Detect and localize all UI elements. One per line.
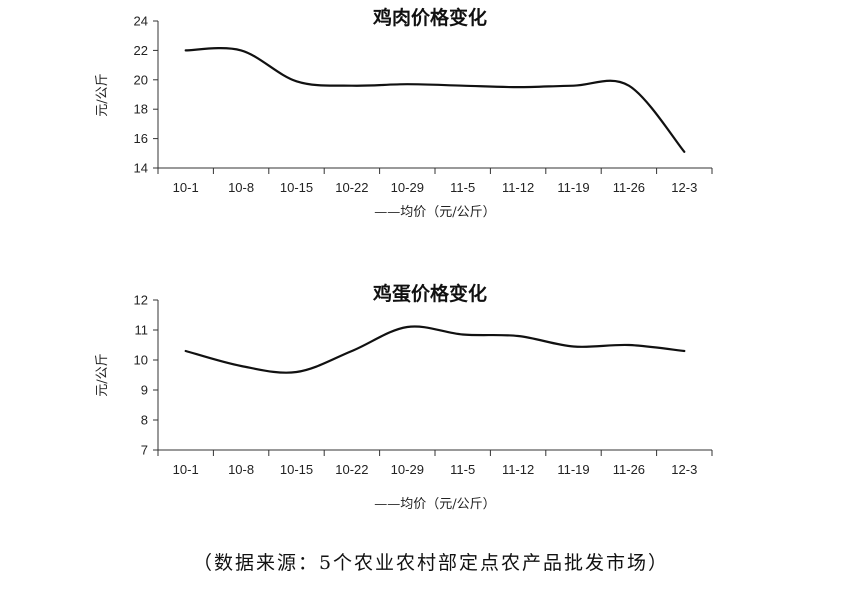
- x-tick-label: 11-26: [613, 180, 645, 195]
- y-tick-label: 7: [141, 443, 148, 458]
- x-tick-label: 11-5: [450, 180, 475, 195]
- y-tick-label: 20: [134, 72, 148, 87]
- series-line: [184, 325, 686, 374]
- x-tick-label: 10-1: [173, 180, 199, 195]
- chart-title: 鸡蛋价格变化: [372, 282, 487, 305]
- y-tick-label: 18: [134, 102, 148, 117]
- x-tick-label: 10-29: [391, 462, 424, 477]
- x-tick-label: 11-19: [557, 180, 589, 195]
- x-tick-label: 11-12: [502, 180, 534, 195]
- y-axis-label: 元/公斤: [95, 353, 110, 396]
- y-tick-label: 24: [134, 14, 148, 29]
- y-tick-label: 11: [135, 323, 149, 338]
- x-tick-label: 10-29: [391, 180, 424, 195]
- x-tick-label: 12-3: [671, 180, 697, 195]
- y-axis-label: 元/公斤: [95, 73, 110, 116]
- x-tick-label: 10-1: [173, 462, 199, 477]
- chart-title: 鸡肉价格变化: [372, 6, 487, 29]
- x-tick-label: 10-22: [335, 462, 368, 477]
- series-line: [184, 47, 686, 153]
- source-note: （数据来源：5个农业农村部定点农产品批发市场）: [192, 552, 670, 574]
- y-tick-label: 9: [141, 383, 148, 398]
- x-tick-label: 10-15: [280, 180, 313, 195]
- x-tick-label: 10-8: [228, 180, 254, 195]
- y-tick-label: 12: [134, 293, 148, 308]
- x-tick-label: 11-12: [502, 462, 534, 477]
- x-tick-label: 11-5: [450, 462, 475, 477]
- x-tick-label: 12-3: [671, 462, 697, 477]
- x-tick-label: 11-19: [557, 462, 589, 477]
- y-tick-label: 14: [134, 161, 148, 176]
- x-tick-label: 10-8: [228, 462, 254, 477]
- legend-entry: ——均价（元/公斤）: [374, 497, 495, 512]
- y-tick-label: 8: [141, 413, 148, 428]
- x-tick-label: 10-22: [335, 180, 368, 195]
- x-tick-label: 11-26: [613, 462, 645, 477]
- x-tick-label: 10-15: [280, 462, 313, 477]
- y-tick-label: 10: [134, 353, 148, 368]
- legend-entry: ——均价（元/公斤）: [374, 205, 495, 220]
- y-tick-label: 22: [134, 43, 148, 58]
- y-tick-label: 16: [134, 131, 148, 146]
